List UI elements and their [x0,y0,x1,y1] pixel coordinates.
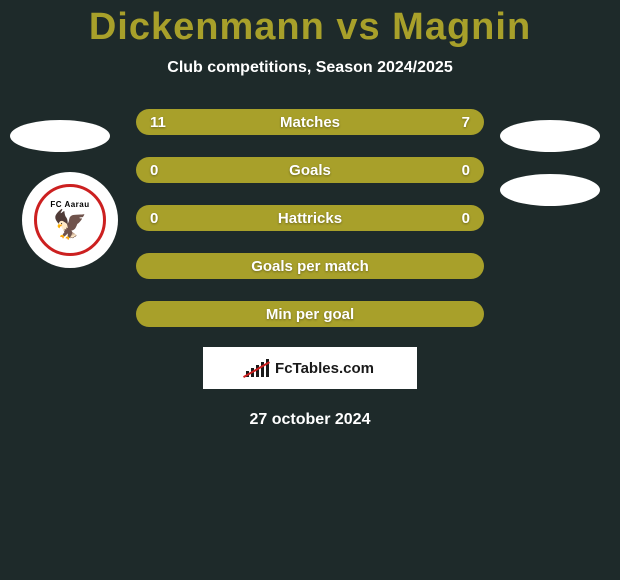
snapshot-date: 27 october 2024 [0,411,620,429]
stat-label: Min per goal [174,306,446,323]
stat-label: Goals [174,162,446,179]
stat-row: 0Hattricks0 [136,205,484,231]
eagle-icon: 🦅 [53,211,88,239]
stat-row: 0Goals0 [136,157,484,183]
stat-label: Goals per match [174,258,446,275]
club-badge: FC Aarau 🦅 [22,172,118,268]
player-slot-right-2 [500,174,600,206]
branding-text: FcTables.com [275,360,374,377]
stat-right-value: 0 [446,162,470,179]
stat-left-value: 0 [150,210,174,227]
club-badge-inner: FC Aarau 🦅 [34,184,106,256]
chart-icon [246,359,269,377]
stat-right-value: 7 [446,114,470,131]
subtitle: Club competitions, Season 2024/2025 [0,59,620,77]
player-slot-left [10,120,110,152]
stat-label: Hattricks [174,210,446,227]
stat-row: Min per goal [136,301,484,327]
club-badge-text: FC Aarau [50,201,89,209]
stat-row: 11Matches7 [136,109,484,135]
stat-left-value: 11 [150,114,174,131]
player-slot-right [500,120,600,152]
branding-badge: FcTables.com [203,347,417,389]
stat-row: Goals per match [136,253,484,279]
stat-left-value: 0 [150,162,174,179]
stat-label: Matches [174,114,446,131]
stat-right-value: 0 [446,210,470,227]
page-title: Dickenmann vs Magnin [0,0,620,49]
